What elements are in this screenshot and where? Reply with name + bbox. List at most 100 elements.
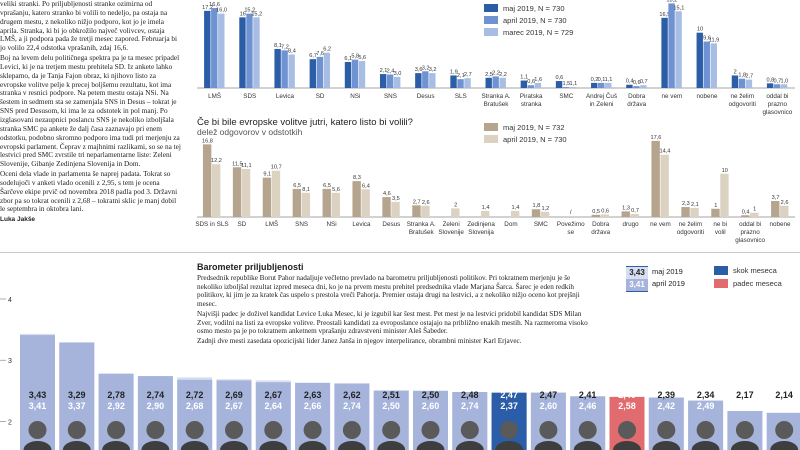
chart1-bar xyxy=(562,87,570,88)
chart2-category-label: nobene xyxy=(770,221,792,228)
chart1-bar-label: 1,9 xyxy=(450,69,458,75)
chart1-bar-label: 18,2 xyxy=(666,0,677,3)
chart2-subtitle: delež odgovorov v odstotkih xyxy=(197,127,303,137)
legend-previous-value: 3,41 xyxy=(626,279,648,291)
chart1-category-label: Desus xyxy=(417,93,435,100)
chart2-bar-label: 2,7 xyxy=(413,199,421,205)
chart1-category-label: Bratušek xyxy=(484,101,510,108)
chart1-bar xyxy=(281,50,288,88)
chart1-bar xyxy=(485,77,492,88)
legend-values: 3,43 3,41 xyxy=(626,266,648,292)
chart1-bar xyxy=(520,80,528,88)
chart2-bar-label: 1 xyxy=(753,207,756,213)
chart2-bar-label: 0,7 xyxy=(631,208,639,214)
chart1-category-label: ne želim xyxy=(731,93,754,100)
chart3-portrait xyxy=(141,441,170,450)
chart2-category-label: Povežimo xyxy=(557,221,585,228)
chart3-portrait xyxy=(691,441,720,450)
chart2-category-label: SNS xyxy=(295,221,308,228)
chart2-bar xyxy=(660,154,669,217)
chart3-portrait xyxy=(775,421,794,439)
chart2-legend-label: maj 2019, N = 732 xyxy=(503,123,565,132)
chart1-bar xyxy=(386,74,394,88)
chart1-category-label: SDS xyxy=(243,93,256,100)
chart1-bar xyxy=(246,13,253,89)
chart2-bar-label: 17,6 xyxy=(651,135,662,141)
chart2-category-label: Slovenija xyxy=(468,229,494,236)
legend-up-label: skok meseca xyxy=(733,266,777,275)
chart1-bar xyxy=(351,59,359,88)
chart2-category-label: Desus xyxy=(382,221,400,228)
section-divider xyxy=(0,252,800,253)
chart2-bar-label: 10 xyxy=(722,168,728,174)
chart1-bar xyxy=(358,61,366,88)
chart1-bar xyxy=(534,82,542,88)
chart3-previous-label: 2,42 xyxy=(658,401,676,411)
chart1-category-label: LMŠ xyxy=(208,91,221,100)
chart1-bar-label: 0,6 xyxy=(633,80,641,86)
chart1-bar-label: 3,0 xyxy=(394,71,402,77)
chart2-bar xyxy=(361,189,370,217)
chart3-value-label: 3,43 xyxy=(29,390,47,400)
article-author: Luka Jakše xyxy=(0,216,36,224)
chart3-portrait xyxy=(573,441,602,450)
chart3-portrait xyxy=(382,421,401,439)
chart2-bar xyxy=(720,173,729,217)
chart3-portrait xyxy=(495,441,524,450)
chart1-bar-label: 16,6 xyxy=(209,2,220,8)
chart1-bar-label: 2,4 xyxy=(387,69,395,75)
chart1-bar xyxy=(598,82,605,88)
chart2-bar-label: 2,3 xyxy=(682,201,690,207)
chart1-bar-label: 9,6 xyxy=(703,36,711,42)
chart2-bar xyxy=(621,211,630,217)
chart3-tick-label: 2 xyxy=(8,419,12,426)
chart1-bar-label: 16 xyxy=(240,11,246,17)
chart1-bar-label: 2 xyxy=(734,69,737,75)
chart2-category-label: NSi xyxy=(326,221,336,228)
chart1-bar-label: 0,4 xyxy=(626,79,634,85)
chart3-portrait xyxy=(28,421,47,439)
chart1-bar xyxy=(731,75,739,88)
chart3-tick-label: 4 xyxy=(8,297,12,304)
chart3-portrait xyxy=(770,441,799,450)
chart2-bar-label: 0,4 xyxy=(742,209,750,215)
chart1-bar-label: 8,1 xyxy=(274,43,282,49)
chart1-bar xyxy=(393,76,401,88)
article-paragraph-1: veliki stranki. Po priljubljenosti stran… xyxy=(0,0,178,53)
chart3-value-label: 2,50 xyxy=(422,390,440,400)
chart1-bar-label: 3,2 xyxy=(422,65,430,71)
chart1-bar-label: 1,0 xyxy=(781,78,789,84)
eu-election-chart: Če bi bile evropske volitve jutri, kater… xyxy=(195,117,795,244)
chart2-legend-swatch xyxy=(484,135,498,143)
chart3-value-label: 2,14 xyxy=(775,390,793,400)
chart2-bar xyxy=(232,167,242,217)
chart1-category-label: Andrej Čuš xyxy=(586,91,617,100)
chart2-bar xyxy=(421,205,430,217)
chart2-bar xyxy=(690,207,699,217)
chart2-category-label: država xyxy=(591,229,610,236)
chart3-value-label: 2,69 xyxy=(225,390,243,400)
chart1-category-label: stranka xyxy=(521,101,542,108)
chart3-portrait xyxy=(460,421,479,439)
chart2-bar-label: 2,6 xyxy=(422,200,430,206)
chart2-category-label: Zedinjena xyxy=(467,221,495,228)
chart1-bar-label: 3,2 xyxy=(429,67,437,73)
chart2-bar-label: 4,6 xyxy=(383,191,391,197)
chart3-previous-label: 2,66 xyxy=(304,401,322,411)
chart2-bar xyxy=(271,170,281,217)
chart2-bar xyxy=(202,144,212,217)
chart2-bar-label: 6,5 xyxy=(293,183,301,189)
chart2-bar-label: 1,4 xyxy=(482,205,490,211)
chart1-bar xyxy=(239,17,246,89)
chart1-bar xyxy=(626,84,633,88)
chart2-bar xyxy=(600,214,610,217)
chart1-bar-label: 15,1 xyxy=(673,5,684,11)
chart3-value-label: 2,51 xyxy=(382,390,400,400)
chart3-portrait xyxy=(657,421,676,439)
barometer-paragraph-1: Predsednik republike Borut Pahor nadalju… xyxy=(197,274,580,309)
chart2-bar xyxy=(352,181,361,217)
chart1-bar xyxy=(710,43,717,88)
chart1-bar-label: 2,2 xyxy=(492,70,500,76)
popularity-barometer-chart: 4323,433,413,293,372,782,922,742,902,722… xyxy=(0,297,800,450)
